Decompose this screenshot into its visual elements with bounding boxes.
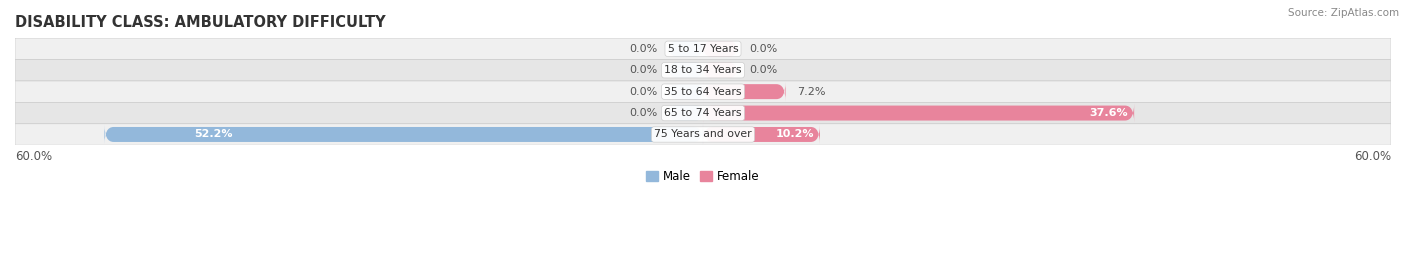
- Legend: Male, Female: Male, Female: [641, 165, 765, 187]
- FancyBboxPatch shape: [15, 124, 1391, 145]
- FancyBboxPatch shape: [703, 41, 737, 56]
- Text: 37.6%: 37.6%: [1090, 108, 1129, 118]
- Text: 0.0%: 0.0%: [628, 108, 657, 118]
- Text: 0.0%: 0.0%: [749, 65, 778, 75]
- FancyBboxPatch shape: [669, 105, 703, 121]
- FancyBboxPatch shape: [703, 63, 737, 78]
- FancyBboxPatch shape: [703, 125, 820, 144]
- FancyBboxPatch shape: [15, 81, 1391, 102]
- Text: 0.0%: 0.0%: [628, 65, 657, 75]
- FancyBboxPatch shape: [703, 103, 1135, 123]
- Text: 60.0%: 60.0%: [1354, 150, 1391, 163]
- FancyBboxPatch shape: [15, 59, 1391, 81]
- FancyBboxPatch shape: [669, 84, 703, 99]
- FancyBboxPatch shape: [15, 102, 1391, 124]
- Text: Source: ZipAtlas.com: Source: ZipAtlas.com: [1288, 8, 1399, 18]
- FancyBboxPatch shape: [104, 125, 703, 144]
- Text: 18 to 34 Years: 18 to 34 Years: [664, 65, 742, 75]
- FancyBboxPatch shape: [669, 41, 703, 56]
- FancyBboxPatch shape: [15, 38, 1391, 59]
- Text: 10.2%: 10.2%: [776, 129, 814, 139]
- Text: DISABILITY CLASS: AMBULATORY DIFFICULTY: DISABILITY CLASS: AMBULATORY DIFFICULTY: [15, 15, 385, 30]
- Text: 52.2%: 52.2%: [194, 129, 233, 139]
- Text: 0.0%: 0.0%: [749, 44, 778, 54]
- Text: 75 Years and over: 75 Years and over: [654, 129, 752, 139]
- FancyBboxPatch shape: [669, 63, 703, 78]
- Text: 60.0%: 60.0%: [15, 150, 52, 163]
- Text: 35 to 64 Years: 35 to 64 Years: [664, 87, 742, 97]
- Text: 7.2%: 7.2%: [797, 87, 825, 97]
- Text: 5 to 17 Years: 5 to 17 Years: [668, 44, 738, 54]
- Text: 65 to 74 Years: 65 to 74 Years: [664, 108, 742, 118]
- Text: 0.0%: 0.0%: [628, 87, 657, 97]
- Text: 0.0%: 0.0%: [628, 44, 657, 54]
- FancyBboxPatch shape: [703, 82, 786, 101]
